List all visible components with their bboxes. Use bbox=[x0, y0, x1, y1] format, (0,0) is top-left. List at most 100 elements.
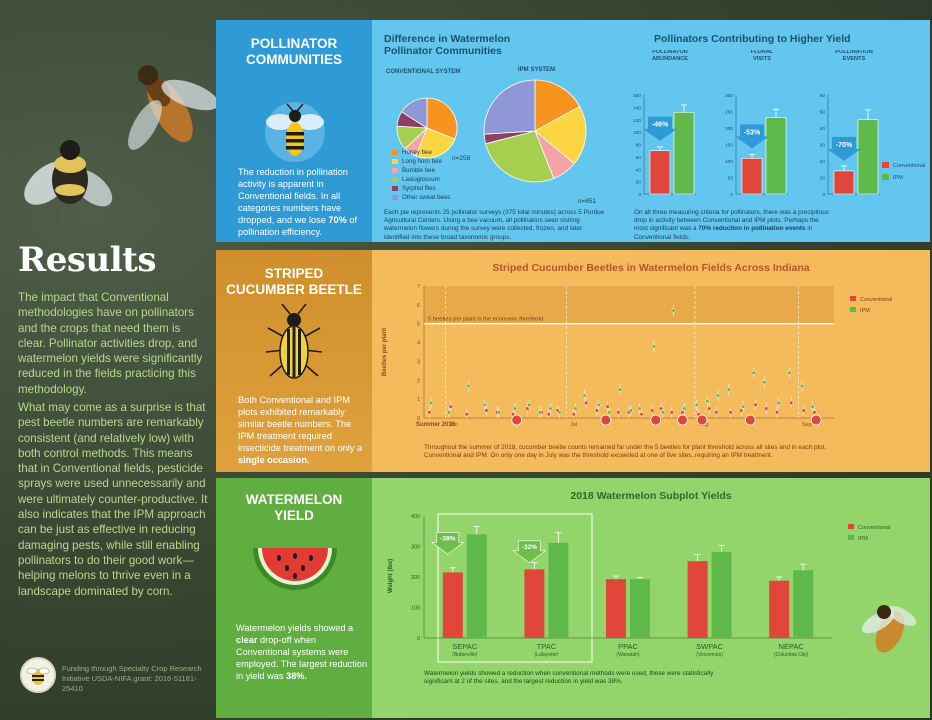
legend-swatch bbox=[850, 296, 856, 301]
reduction-label: -46% bbox=[652, 122, 669, 129]
pie-legend-item: Syrphid flies bbox=[392, 184, 451, 193]
reduction-arrow bbox=[643, 116, 677, 141]
y-tick-label: 2 bbox=[417, 378, 420, 384]
results-paragraph-1: The impact that Conventional methodologi… bbox=[18, 291, 203, 396]
y-tick-label: 4 bbox=[417, 341, 420, 347]
data-point-ipm bbox=[776, 400, 781, 405]
legend-label: IPM bbox=[893, 175, 903, 181]
ipm-n-label: n=851 bbox=[578, 198, 597, 205]
data-point-conventional bbox=[812, 410, 817, 415]
legend-swatch bbox=[392, 195, 398, 200]
bar-conventional bbox=[442, 572, 463, 638]
data-point-ipm bbox=[527, 402, 532, 407]
spray-event-icon bbox=[696, 414, 708, 426]
data-point-conventional bbox=[594, 408, 599, 413]
pie1-slice-0 bbox=[534, 79, 581, 132]
pollinator-left-panel: POLLINATOR COMMUNITIES The reduction in … bbox=[216, 20, 372, 242]
legend-label: IPM bbox=[858, 536, 868, 542]
mini-chart-title: POLLINATION bbox=[835, 50, 873, 55]
bar-charts-title: Pollinators Contributing to Higher Yield bbox=[654, 33, 851, 45]
legend-label: Conventional bbox=[860, 297, 892, 303]
category-sublabel: (Butlerville) bbox=[452, 652, 477, 658]
data-point-conventional bbox=[728, 410, 733, 415]
bee-logo-icon bbox=[26, 667, 50, 685]
legend-label: IPM bbox=[860, 308, 870, 314]
pollinator-right-panel: Difference in Watermelon Pollinator Comm… bbox=[372, 20, 930, 242]
data-point-conventional bbox=[616, 410, 621, 415]
reduction-arrow bbox=[735, 124, 769, 149]
legend-label: Bumble bee bbox=[402, 167, 436, 174]
beetle-section: STRIPED CUCUMBER BEETLE Both Conventiona… bbox=[216, 250, 930, 472]
watermelon-heading: WATERMELON YIELD bbox=[245, 492, 343, 523]
legend-swatch bbox=[392, 159, 398, 164]
data-point-conventional bbox=[789, 400, 794, 405]
spray-event-icon bbox=[677, 414, 688, 426]
reduction-arrow bbox=[512, 540, 547, 564]
watermelon-description: Watermelon yields showed a clear drop-of… bbox=[236, 623, 368, 681]
category-sublabel: (Columbia City) bbox=[774, 652, 809, 658]
beetle-heading: STRIPED CUCUMBER BEETLE bbox=[226, 266, 362, 297]
highlight-box bbox=[437, 513, 593, 663]
bee-illustration-bottom bbox=[861, 605, 917, 653]
data-point-ipm bbox=[762, 380, 767, 385]
data-point-ipm bbox=[512, 406, 517, 411]
legend-label: Honey bee bbox=[402, 149, 432, 156]
data-point-ipm bbox=[429, 400, 434, 405]
data-point-ipm bbox=[496, 410, 501, 415]
category-sublabel: (Wanatah) bbox=[616, 652, 639, 658]
legend-swatch bbox=[392, 177, 398, 182]
y-tick-label: 80 bbox=[636, 143, 642, 149]
y-tick-label: 140 bbox=[633, 105, 641, 111]
bar-ipm bbox=[765, 117, 787, 195]
legend-swatch bbox=[848, 535, 854, 540]
ipm-pie-label: IPM SYSTEM bbox=[518, 67, 556, 73]
bar-ipm bbox=[857, 119, 879, 195]
beetle-description: Both Conventional and IPM plots exhibite… bbox=[238, 395, 363, 465]
category-label: SWPAC bbox=[696, 642, 724, 651]
data-point-conventional bbox=[464, 412, 469, 417]
data-point-ipm bbox=[446, 410, 451, 415]
bar-ipm bbox=[711, 551, 732, 638]
above-threshold-zone bbox=[424, 286, 834, 324]
y-tick-label: 60 bbox=[820, 93, 826, 99]
reduction-label: -53% bbox=[744, 129, 761, 136]
data-point-ipm bbox=[810, 404, 815, 409]
conventional-n-label: n=258 bbox=[452, 155, 471, 162]
conventional-pie-label: CONVENTIONAL SYSTEM bbox=[386, 69, 461, 75]
watermelon-icon bbox=[253, 548, 337, 590]
data-point-conventional bbox=[605, 404, 610, 409]
pie1-slice-5 bbox=[483, 79, 536, 135]
data-point-ipm bbox=[787, 370, 792, 375]
y-tick-label: 300 bbox=[725, 93, 733, 99]
legend-label: Syrphid flies bbox=[402, 185, 436, 192]
data-point-conventional bbox=[546, 412, 551, 417]
pie-legend-item: Honey bee bbox=[392, 148, 451, 157]
bar-ipm bbox=[793, 570, 814, 638]
beetle-left-panel: STRIPED CUCUMBER BEETLE Both Conventiona… bbox=[216, 250, 372, 472]
spray-event-icon bbox=[600, 414, 612, 426]
pie-legend-item: Other sweat bees bbox=[392, 193, 451, 202]
spray-event-icon bbox=[744, 414, 756, 426]
pie-legend: Honey bee Long horn bee Bumble bee Lasioglo… bbox=[392, 148, 451, 202]
data-point-conventional bbox=[448, 404, 453, 409]
bar-conventional bbox=[833, 170, 855, 195]
month-label: Jun bbox=[449, 422, 458, 428]
data-point-conventional bbox=[707, 406, 712, 411]
y-axis-label: Weight (lbs) bbox=[388, 559, 394, 593]
pie1-slice-3 bbox=[485, 130, 555, 183]
data-point-ipm bbox=[596, 402, 601, 407]
data-point-ipm bbox=[628, 408, 633, 413]
y-tick-label: 0 bbox=[822, 192, 825, 198]
bar-ipm bbox=[630, 579, 650, 638]
y-tick-label: 250 bbox=[725, 110, 733, 116]
data-point-ipm bbox=[741, 404, 746, 409]
spray-event-icon bbox=[511, 414, 523, 426]
reduction-label: -32% bbox=[522, 544, 537, 551]
pollinator-heading: POLLINATOR COMMUNITIES bbox=[246, 36, 342, 67]
bar-conventional bbox=[687, 561, 708, 638]
y-tick-label: 7 bbox=[417, 284, 420, 290]
y-axis-label: Beetles per plant bbox=[382, 328, 388, 376]
spray-event-icon bbox=[650, 414, 662, 426]
data-point-conventional bbox=[753, 402, 758, 407]
pie0-slice-0 bbox=[426, 97, 458, 140]
